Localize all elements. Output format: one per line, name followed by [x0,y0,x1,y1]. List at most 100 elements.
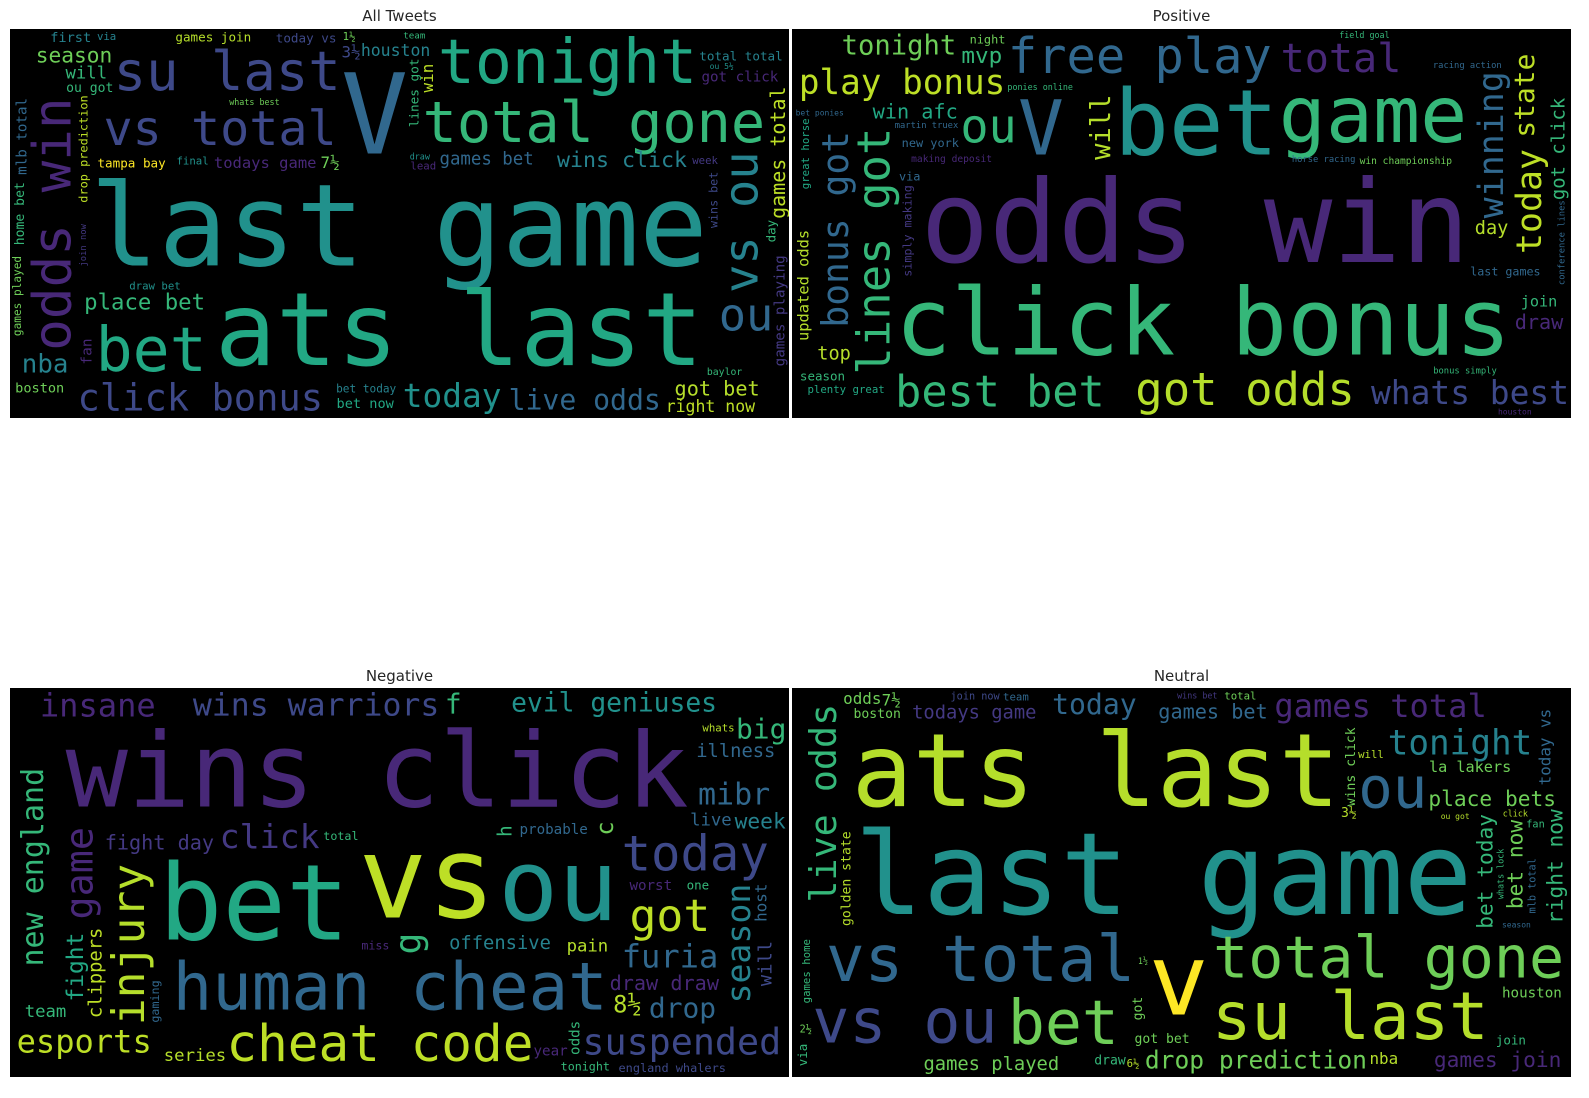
word-label: join [1496,1032,1526,1047]
word-label: vs total [826,922,1135,997]
word-label: click bonus [78,376,324,418]
word-label: 6½ [1127,1057,1140,1070]
word-label: series [164,1046,226,1066]
word-label: wins bet [1177,690,1217,700]
word-label: horse racing [1292,155,1356,165]
word-label: odds [843,689,881,708]
word-label: mibr [698,777,770,812]
word-label: draw [1515,310,1564,334]
word-label: games bet [439,150,533,170]
word-label: via [97,30,116,43]
word-label: ou [498,829,618,944]
word-label: tonight [438,29,697,98]
word-label: bet [1008,987,1119,1059]
word-label: martin truex [895,121,959,131]
word-label: today vs [1535,709,1554,786]
word-label: nba [1369,1049,1398,1068]
word-label: ou [960,101,1016,155]
word-label: lines got [848,128,901,375]
word-label: tonight [561,1059,610,1073]
word-label: whats best [1371,373,1569,412]
word-label: drop [649,992,716,1025]
word-label: free play [1008,29,1272,85]
word-label: got [630,890,711,942]
word-label: join now [79,223,89,266]
word-label: got bet [675,377,760,401]
word-label: bet [159,842,350,965]
word-label: year [534,1044,568,1060]
word-label: win [418,64,437,93]
word-label: houston [361,41,431,60]
word-label: live odds [509,384,661,417]
word-label: first [50,30,91,46]
word-label: updated odds [794,230,812,341]
word-label: will [756,941,777,986]
word-label: games playing [772,255,788,366]
word-label: h [494,825,517,837]
word-label: 3½ [342,43,361,62]
word-label: f [445,688,462,720]
word-label: games played [923,1054,1059,1075]
word-label: todays game [214,154,317,172]
word-label: bonus got [814,131,857,328]
panel-title-all-tweets: All Tweets [362,7,437,25]
word-label: got bet [1135,1032,1190,1047]
word-label: bet now [337,396,395,412]
word-label: 8½ [613,991,642,1019]
word-label: houston [1498,408,1532,417]
word-label: suspended [582,1020,781,1063]
word-label: will [1358,748,1384,761]
word-label: last game [855,808,1473,941]
word-label: field goal [1339,30,1389,40]
word-label: fan [80,338,96,364]
panel-title-neutral: Neutral [1153,667,1210,685]
word-label: draw [410,151,431,161]
word-label: mlb total [15,98,31,175]
word-label: boston [854,707,901,722]
word-label: home bet [13,182,28,245]
word-label: fight [63,933,89,1002]
word-label: V [341,50,408,180]
word-label: tonight [1388,723,1533,763]
word-label: 7½ [882,691,901,710]
word-label: ou got [66,81,113,96]
word-label: 3½ [1341,806,1357,821]
word-label: drop prediction [76,95,90,202]
word-label: vs ou [812,986,997,1058]
word-label: today [1052,688,1137,721]
word-label: today vs [276,31,337,46]
word-label: vs [359,812,496,945]
word-label: win championship [1360,156,1453,167]
word-label: human cheat [173,949,608,1025]
word-label: houston [1502,986,1562,1002]
word-label: host [752,884,771,922]
word-label: games total [1274,688,1486,725]
word-label: c [591,821,619,835]
word-label: games bet [1158,700,1267,724]
word-label: week [735,808,786,833]
word-label: season [800,369,845,384]
word-label: evil geniuses [511,689,717,719]
word-label: season [1502,921,1531,930]
word-label: last game [90,159,708,292]
word-label: boston [15,380,64,396]
word-label: cheat code [226,1015,533,1074]
word-label: wins bet [707,172,721,228]
word-label: 1½ [343,30,356,43]
word-label: bet ponies [796,109,844,118]
word-label: week [692,154,718,167]
word-label: win afc [873,100,958,124]
word-label: racing action [1433,61,1502,71]
word-label: vs total [104,101,337,157]
word-label: right now [1543,809,1568,924]
word-label: place bets [1428,786,1556,811]
word-label: ou 5½ [710,61,734,71]
word-label: v [1149,924,1209,1039]
word-label: pain [567,937,609,957]
word-label: got [1131,997,1146,1021]
word-label: todays game [912,703,1036,724]
word-label: whats best [229,97,279,107]
panel-title-negative: Negative [365,667,434,685]
